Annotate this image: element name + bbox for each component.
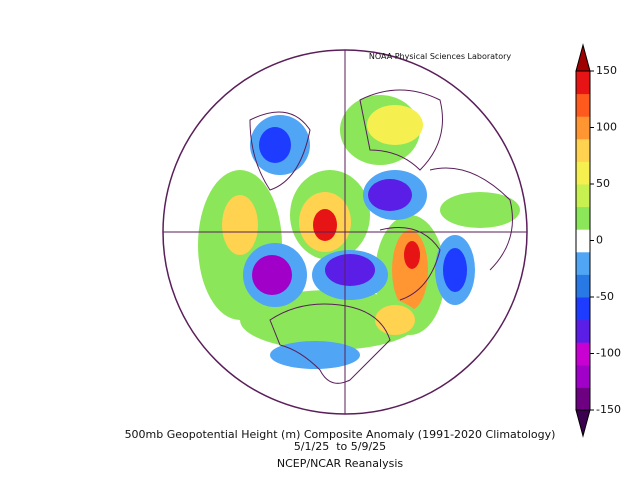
- colorbar-tick-label: 0: [596, 234, 603, 247]
- credit: NOAA Physical Sciences Laboratory: [369, 52, 512, 61]
- colorbar-arrow: [575, 409, 591, 438]
- anomaly-positive: [404, 241, 420, 269]
- colorbar-tick-label: -150: [596, 403, 621, 416]
- anomaly-negative: [259, 127, 291, 163]
- caption-source: NCEP/NCAR Reanalysis: [277, 457, 403, 470]
- colorbar-segment: [576, 161, 590, 185]
- anomaly-negative: [443, 248, 467, 292]
- colorbar-tick-label: -50: [596, 290, 614, 303]
- colorbar-segment: [576, 364, 590, 388]
- coastlines: [249, 89, 513, 384]
- colorbar-segment: [576, 319, 590, 343]
- colorbar-segment: [576, 297, 590, 321]
- anomaly-negative: [325, 254, 375, 286]
- colorbar-segment: [576, 342, 590, 366]
- colorbar-segment: [576, 71, 590, 95]
- caption-dates: 5/1/25 to 5/9/25: [294, 440, 386, 453]
- colorbar-tick-label: 50: [596, 177, 610, 190]
- colorbar-segment: [576, 206, 590, 230]
- anomaly-negative: [252, 255, 292, 295]
- colorbar-tick-label: 150: [596, 64, 617, 77]
- colorbar-segment: [576, 116, 590, 140]
- anomaly-positive: [375, 305, 415, 335]
- colorbar-tick-label: -100: [596, 347, 621, 360]
- colorbar-segment: [576, 251, 590, 275]
- caption-title: 500mb Geopotential Height (m) Composite …: [125, 428, 556, 441]
- colorbar-arrow: [575, 43, 591, 72]
- colorbar: 150 100 50 0 -50 -100 -150: [575, 43, 621, 438]
- anomaly-positive: [222, 195, 258, 255]
- colorbar-tick-label: 100: [596, 121, 617, 134]
- colorbar-segment: [576, 184, 590, 208]
- anomaly-positive: [367, 105, 423, 145]
- colorbar-segment: [576, 387, 590, 411]
- colorbar-segment: [576, 229, 590, 253]
- colorbar-segment: [576, 274, 590, 298]
- colorbar-segment: [576, 138, 590, 162]
- anomaly-negative: [368, 179, 412, 211]
- anomaly-positive: [313, 209, 337, 241]
- colorbar-segment: [576, 93, 590, 117]
- anomaly-negative: [270, 341, 360, 369]
- anomaly-field: [198, 89, 520, 384]
- anomaly-positive: [440, 192, 520, 228]
